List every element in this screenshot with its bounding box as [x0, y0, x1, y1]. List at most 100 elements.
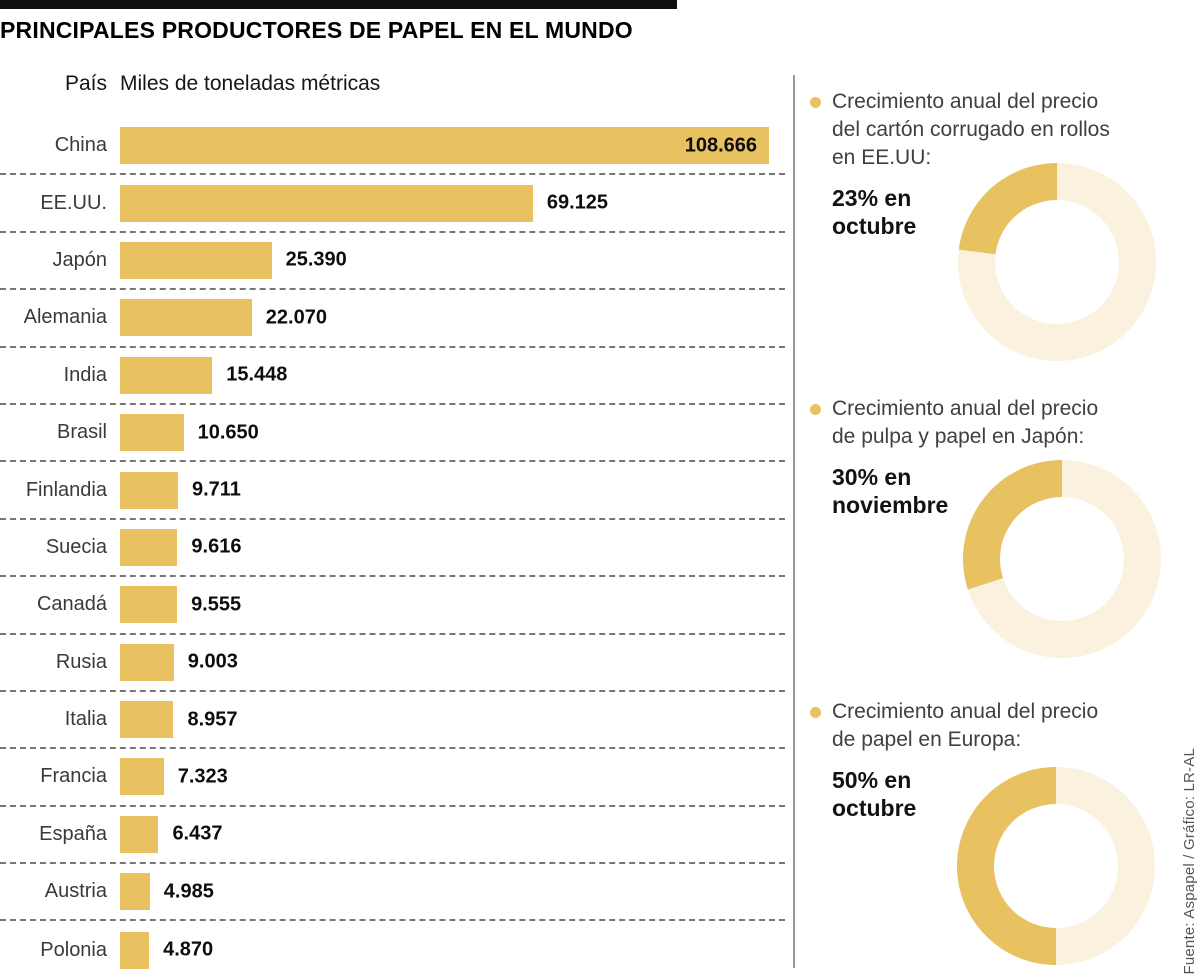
country-label: Canadá: [36, 593, 107, 616]
country-label: Brasil: [56, 421, 107, 444]
bar-row: Suecia 9.616: [0, 520, 785, 578]
section-heading: Crecimiento anual del precio de papel en …: [810, 698, 1200, 754]
bar-row: Brasil 10.650: [0, 405, 785, 463]
value-label: 9.711: [191, 478, 241, 501]
donut-chart: [963, 460, 1161, 658]
bar-track: 22.070: [120, 299, 769, 337]
bar-row: China 108.666: [0, 118, 785, 176]
value-bar: [120, 643, 174, 681]
bar-track: 8.957: [120, 701, 769, 739]
bar-row: Polonia 4.870: [0, 921, 785, 978]
country-label: EE.UU.: [40, 191, 107, 214]
value-label: 4.870: [163, 938, 214, 961]
bar-row: Japón 25.390: [0, 233, 785, 291]
country-label: Finlandia: [25, 478, 107, 501]
value-label: 25.390: [285, 248, 347, 271]
bar-track: 9.003: [120, 643, 769, 681]
country-label: Francia: [40, 765, 107, 788]
bar-track: 6.437: [120, 815, 769, 853]
value-bar: [120, 184, 533, 222]
bullet-icon: [810, 404, 821, 415]
section-heading: Crecimiento anual del precio de pulpa y p…: [810, 395, 1200, 451]
vertical-divider: [793, 75, 795, 968]
value-bar: [120, 758, 164, 796]
value-bar: [120, 414, 184, 452]
bar-track: 108.666: [120, 127, 769, 165]
column-header-value: Miles de toneladas métricas: [120, 72, 381, 95]
value-bar: [120, 931, 150, 969]
bullet-icon: [810, 97, 821, 108]
value-label: 4.985: [163, 880, 214, 903]
country-label: Italia: [64, 708, 107, 731]
column-header-country: País: [64, 72, 107, 95]
stat-text: 23% en octubre: [832, 185, 917, 239]
value-bar: [120, 815, 159, 853]
country-label: Japón: [52, 248, 108, 271]
bar-track: 4.870: [120, 931, 769, 969]
value-bar: [120, 299, 252, 337]
country-label: India: [63, 363, 107, 386]
value-bar: [120, 586, 178, 624]
country-label: Rusia: [55, 650, 107, 673]
bar-track: 15.448: [120, 356, 769, 394]
value-label: 9.616: [191, 535, 242, 558]
value-label: 22.070: [265, 306, 327, 329]
bar-track: 9.711: [120, 471, 769, 509]
value-bar: [120, 127, 769, 165]
bar-row: Italia 8.957: [0, 692, 785, 750]
donut-chart: [957, 767, 1155, 965]
country-label: China: [54, 134, 107, 157]
source-credit: Fuente: Aspapel / Gráfico: LR-AL: [1181, 748, 1198, 975]
page-title: PRINCIPALES PRODUCTORES DE PAPEL EN EL M…: [0, 17, 633, 43]
value-label: 9.003: [187, 650, 238, 673]
bar-row: Francia 7.323: [0, 749, 785, 807]
value-bar: [120, 528, 178, 566]
value-label: 7.323: [177, 765, 228, 788]
bar-row: Finlandia 9.711: [0, 462, 785, 520]
title-rule: [0, 0, 677, 9]
donut-section: Crecimiento anual del precio de papel en …: [810, 698, 1200, 965]
country-label: Austria: [44, 880, 107, 903]
section-heading: Crecimiento anual del precio del cartón c…: [810, 88, 1200, 172]
column-headers: País Miles de toneladas métricas: [0, 72, 380, 96]
value-bar: [120, 471, 178, 509]
bar-row: Canadá 9.555: [0, 577, 785, 635]
country-label: Alemania: [23, 306, 107, 329]
bar-track: 9.616: [120, 528, 769, 566]
stat-text: 50% en octubre: [832, 767, 917, 821]
value-bar: [120, 241, 272, 279]
bar-chart: China 108.666 EE.UU. 69.125 Japón 25.390 Alema…: [0, 118, 785, 979]
bar-row: Alemania 22.070: [0, 290, 785, 348]
bar-track: 25.390: [120, 241, 769, 279]
bar-row: India 15.448: [0, 348, 785, 405]
value-bar: [120, 701, 174, 739]
value-label: 10.650: [197, 421, 259, 444]
donut-section: Crecimiento anual del precio del cartón c…: [810, 88, 1200, 361]
country-label: España: [39, 822, 107, 845]
value-label: 6.437: [172, 822, 223, 845]
value-label: 8.957: [187, 708, 238, 731]
country-label: Suecia: [45, 535, 107, 558]
bar-track: 7.323: [120, 758, 769, 796]
bar-track: 10.650: [120, 414, 769, 452]
value-bar: [120, 356, 213, 394]
donut-panel: Crecimiento anual del precio del cartón c…: [810, 0, 1200, 979]
bar-row: Rusia 9.003: [0, 635, 785, 692]
country-label: Polonia: [40, 938, 107, 961]
donut-chart: [958, 163, 1156, 361]
bar-row: Austria 4.985: [0, 864, 785, 922]
value-label: 9.555: [191, 593, 242, 616]
value-label: 108.666: [684, 134, 757, 157]
donut-section: Crecimiento anual del precio de pulpa y p…: [810, 395, 1200, 658]
value-bar: [120, 873, 150, 911]
stat-text: 30% en noviembre: [832, 464, 949, 518]
value-label: 15.448: [226, 363, 288, 386]
value-label: 69.125: [546, 191, 609, 214]
bullet-icon: [810, 707, 821, 718]
bar-track: 69.125: [120, 184, 769, 222]
bar-row: EE.UU. 69.125: [0, 175, 785, 233]
bar-row: España 6.437: [0, 807, 785, 865]
bar-track: 4.985: [120, 873, 769, 911]
bar-track: 9.555: [120, 586, 769, 624]
